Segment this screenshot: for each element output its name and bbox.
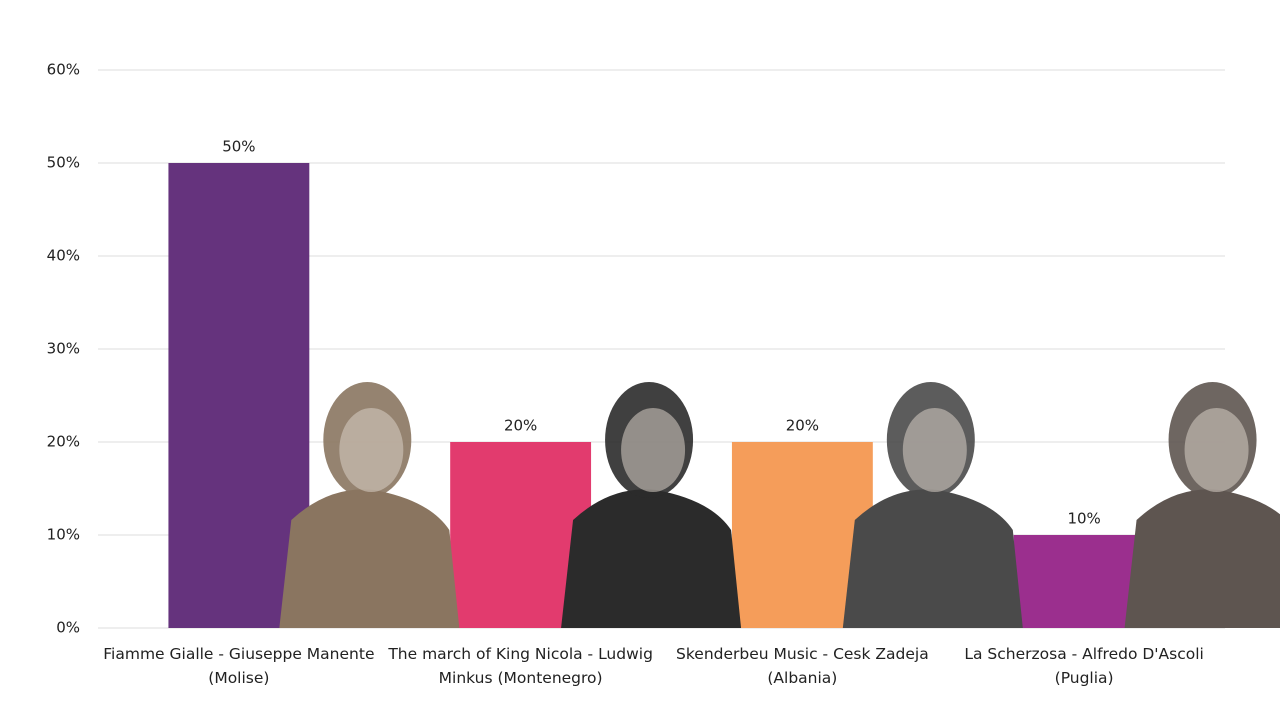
portrait-face xyxy=(1184,408,1249,492)
value-label: 20% xyxy=(504,417,537,435)
portrait-face xyxy=(621,408,686,492)
portrait xyxy=(842,382,1023,628)
portrait-body xyxy=(561,489,742,628)
y-tick-label: 30% xyxy=(47,340,80,358)
value-label: 20% xyxy=(786,417,819,435)
x-tick-label: The march of King Nicola - Ludwig Minkus… xyxy=(388,645,653,687)
portrait-body xyxy=(842,489,1023,628)
y-tick-label: 0% xyxy=(56,619,80,637)
bar xyxy=(168,163,310,628)
y-tick-label: 10% xyxy=(47,526,80,544)
x-tick-label: La Scherzosa - Alfredo D'Ascoli (Puglia) xyxy=(964,645,1204,687)
y-tick-label: 60% xyxy=(47,61,80,79)
portrait-face xyxy=(339,408,404,492)
portrait xyxy=(561,382,742,628)
portrait xyxy=(279,382,460,628)
y-tick-label: 50% xyxy=(47,154,80,172)
portrait-face xyxy=(902,408,967,492)
portrait-body xyxy=(1124,489,1280,628)
value-label: 50% xyxy=(222,138,255,156)
portrait-body xyxy=(279,489,460,628)
portrait xyxy=(1124,382,1280,628)
x-tick-label: Skenderbeu Music - Cesk Zadeja (Albania) xyxy=(676,645,929,687)
value-label: 10% xyxy=(1067,510,1100,528)
y-tick-label: 20% xyxy=(47,433,80,451)
x-tick-label: Fiamme Gialle - Giuseppe Manente (Molise… xyxy=(103,645,375,687)
y-tick-label: 40% xyxy=(47,247,80,265)
